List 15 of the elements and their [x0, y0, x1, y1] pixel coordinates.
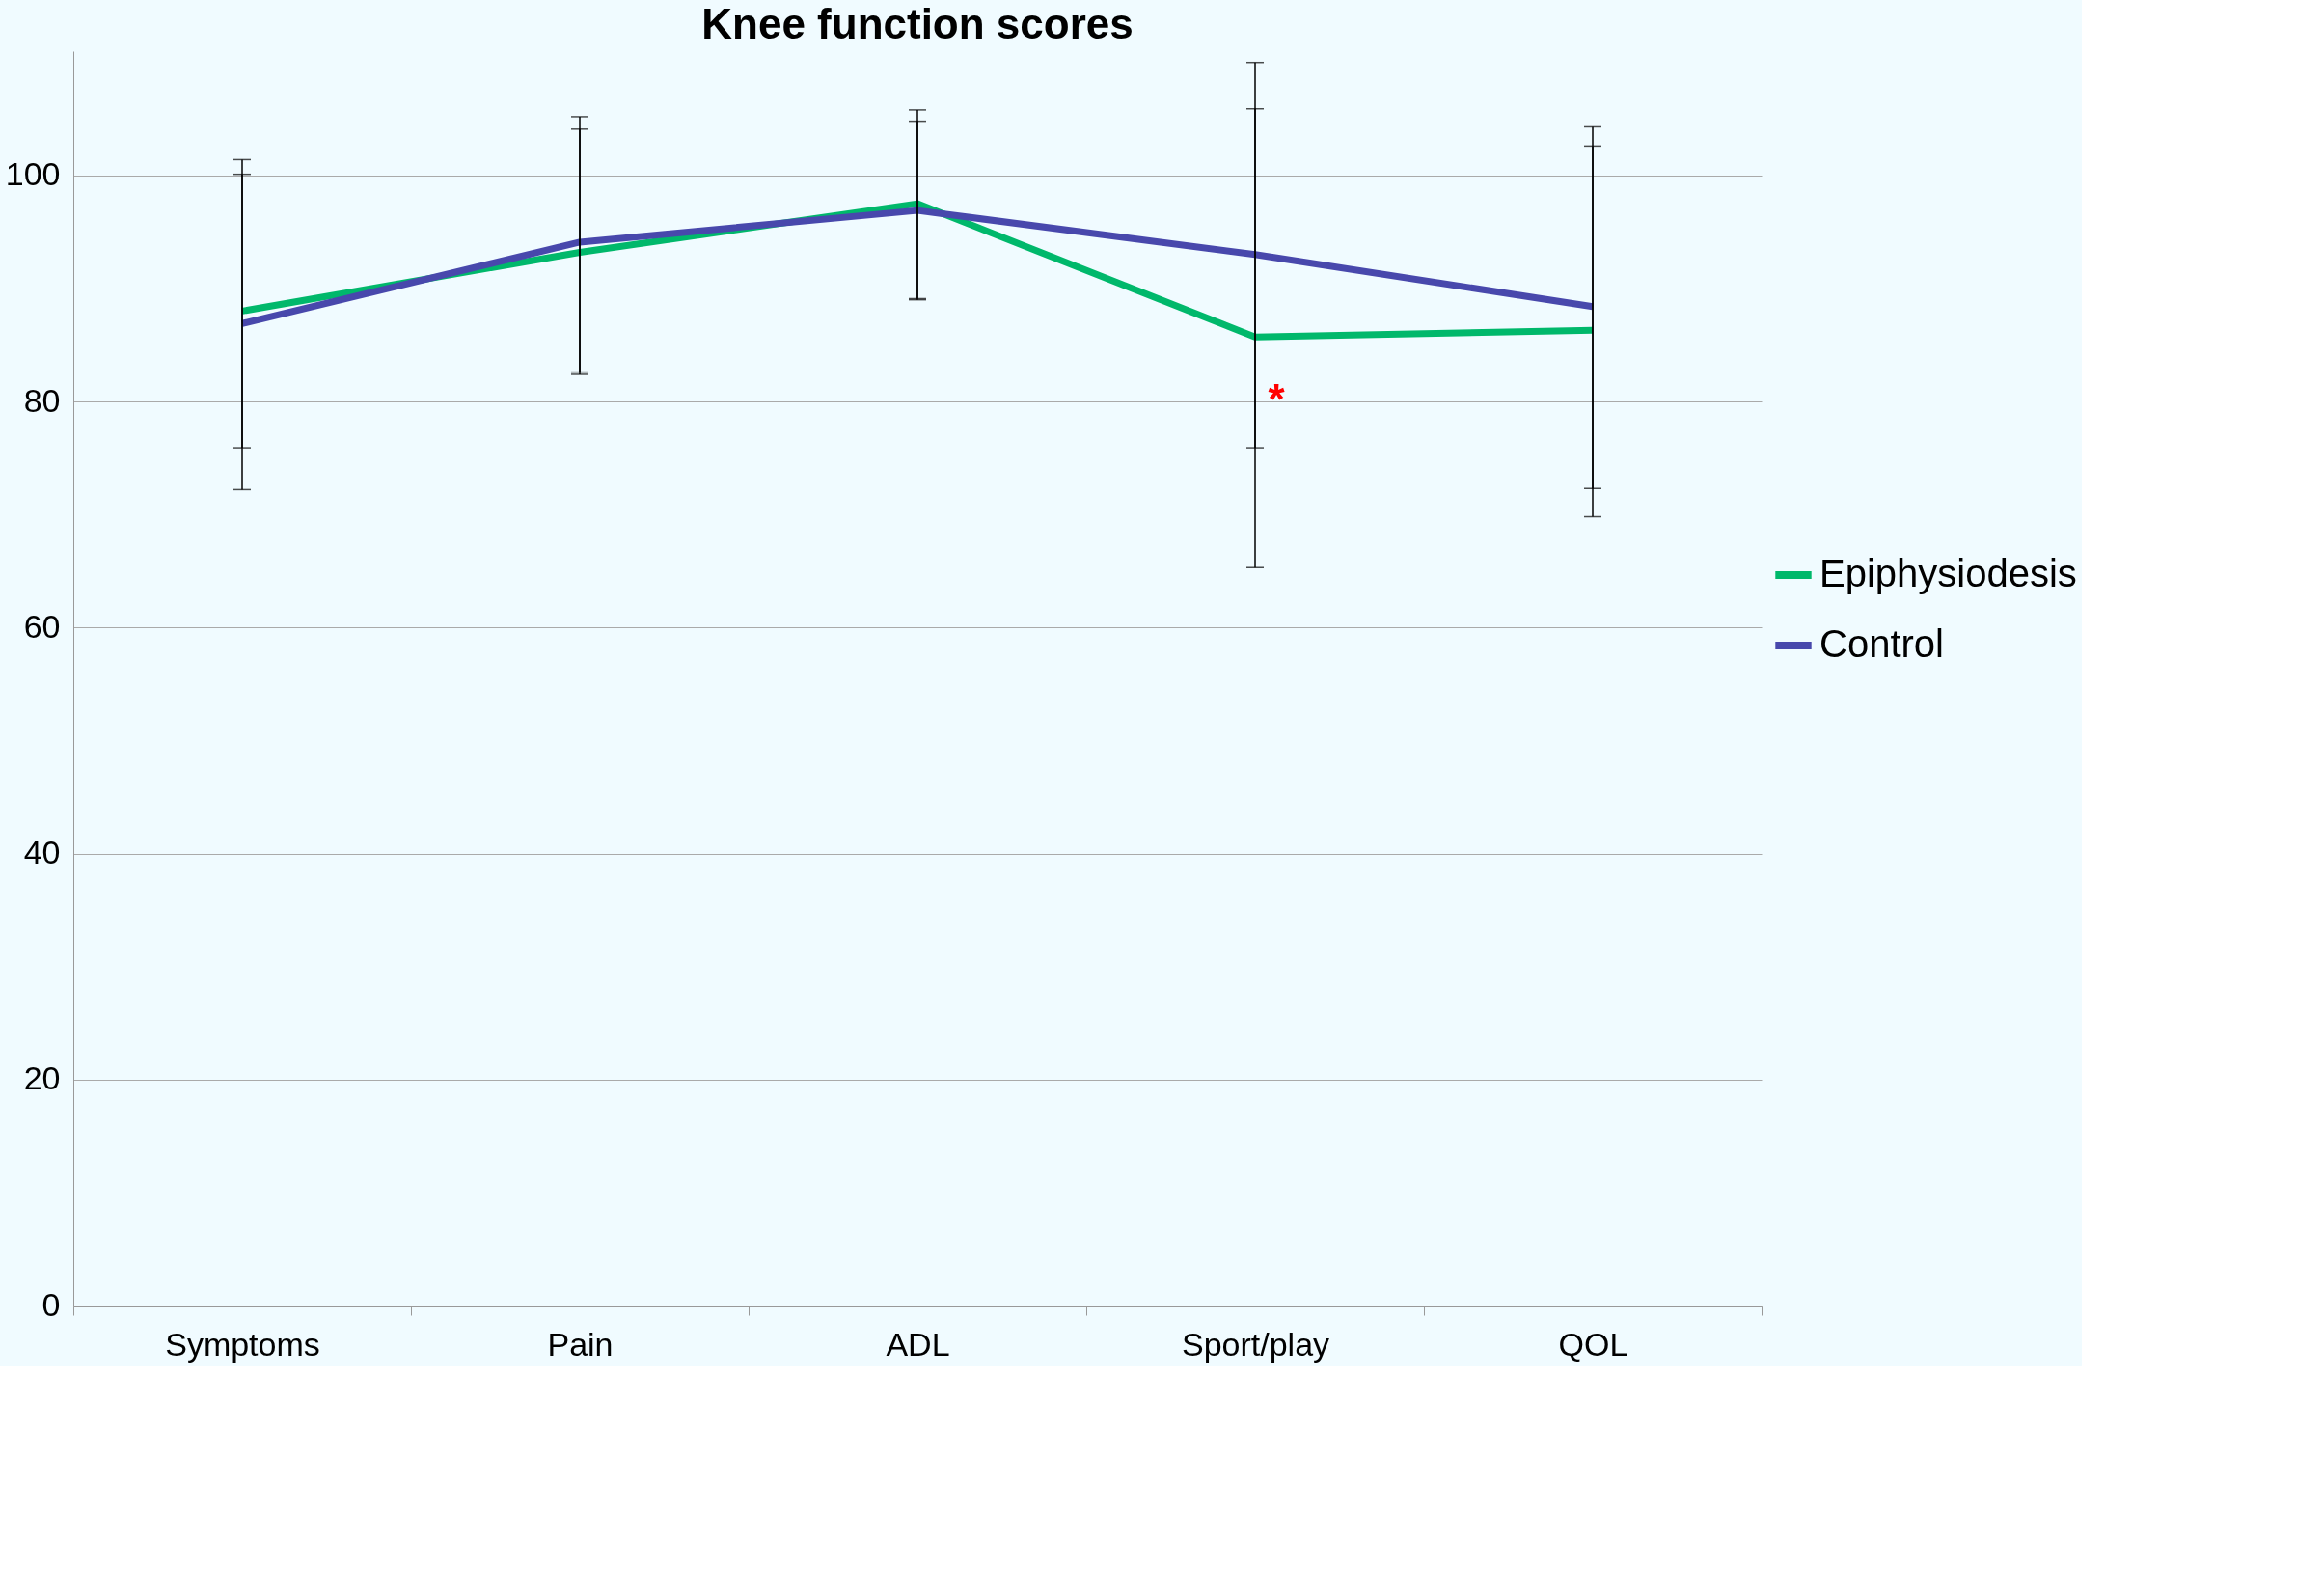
- x-tick-label: QOL: [1558, 1325, 1628, 1363]
- y-tick-label: 100: [5, 155, 61, 193]
- legend-label: Control: [1819, 622, 1944, 665]
- x-tick-label: Symptoms: [165, 1325, 320, 1363]
- legend-label: Epiphysiodesis: [1819, 552, 2077, 594]
- y-tick-label: 60: [23, 607, 61, 645]
- y-tick-label: 80: [23, 381, 61, 419]
- y-tick-label: 20: [23, 1060, 61, 1097]
- chart-title: Knee function scores: [701, 0, 1134, 47]
- x-tick-label: ADL: [886, 1325, 950, 1363]
- x-tick-label: Pain: [547, 1325, 614, 1363]
- annotation: *: [1268, 375, 1286, 424]
- y-tick-label: 40: [23, 834, 61, 871]
- x-tick-label: Sport/play: [1181, 1325, 1330, 1363]
- y-tick-label: 0: [41, 1285, 61, 1323]
